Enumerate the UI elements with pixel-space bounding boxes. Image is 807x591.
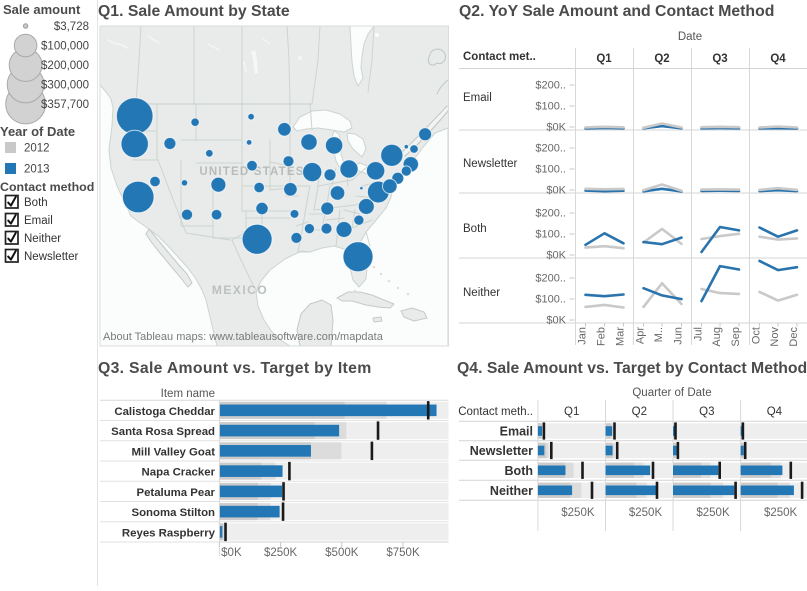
svg-text:Reyes Raspberry: Reyes Raspberry [122, 527, 216, 539]
svg-text:$250K: $250K [561, 507, 595, 519]
svg-text:Newsletter: Newsletter [463, 158, 517, 170]
svg-text:$200..: $200.. [535, 143, 566, 155]
svg-text:About Tableau maps: www.tablea: About Tableau maps: www.tableausoftware.… [103, 331, 384, 343]
svg-text:Q3: Q3 [699, 406, 714, 418]
svg-text:Q4: Q4 [770, 53, 786, 65]
svg-text:Contact meth..: Contact meth.. [458, 406, 533, 418]
svg-text:Q1: Q1 [596, 53, 612, 65]
svg-text:$100,000: $100,000 [41, 41, 89, 53]
svg-text:$0K: $0K [546, 250, 566, 262]
svg-text:Contact method: Contact method [0, 180, 94, 194]
svg-text:MEXICO: MEXICO [212, 283, 268, 297]
svg-text:Neither: Neither [24, 233, 61, 245]
svg-text:Newsletter: Newsletter [24, 251, 78, 263]
svg-text:$300,000: $300,000 [41, 80, 89, 92]
svg-text:$200,000: $200,000 [41, 60, 89, 72]
svg-text:Calistoga Cheddar: Calistoga Cheddar [114, 406, 215, 418]
svg-text:$0K: $0K [546, 122, 566, 134]
svg-text:$0K: $0K [221, 547, 242, 559]
svg-text:Q1: Q1 [564, 406, 579, 418]
svg-text:Sale amount: Sale amount [3, 2, 81, 17]
svg-text:Newsletter: Newsletter [470, 444, 533, 458]
svg-text:Sonoma Stilton: Sonoma Stilton [131, 507, 215, 519]
svg-text:Mar: Mar [615, 327, 627, 346]
svg-text:Q4: Q4 [767, 406, 783, 418]
svg-text:Q1. Sale Amount by State: Q1. Sale Amount by State [98, 3, 290, 20]
svg-text:Both: Both [463, 223, 487, 235]
svg-text:$250K: $250K [696, 507, 730, 519]
svg-text:Email: Email [24, 215, 53, 227]
svg-text:Neither: Neither [463, 287, 500, 299]
svg-text:UNITED STATES: UNITED STATES [199, 166, 304, 178]
svg-text:Jun: Jun [673, 327, 685, 345]
svg-text:$100..: $100.. [535, 164, 566, 176]
svg-text:Q4. Sale Amount vs. Target by: Q4. Sale Amount vs. Target by Contact Me… [457, 360, 807, 377]
svg-text:$0K: $0K [546, 315, 566, 327]
svg-text:$200..: $200.. [535, 80, 566, 92]
svg-text:$100..: $100.. [535, 101, 566, 113]
svg-text:Date: Date [678, 31, 702, 43]
svg-text:$3,728: $3,728 [54, 21, 89, 33]
svg-text:Both: Both [24, 197, 48, 209]
svg-text:M..: M.. [653, 327, 665, 342]
svg-text:$0K: $0K [546, 185, 566, 197]
svg-text:$500K: $500K [325, 547, 359, 559]
svg-text:Napa Cracker: Napa Cracker [142, 467, 216, 479]
svg-text:$750K: $750K [386, 547, 420, 559]
svg-text:Apr: Apr [635, 327, 647, 344]
svg-text:Neither: Neither [490, 484, 533, 498]
svg-text:2013: 2013 [24, 164, 50, 176]
svg-text:Q3: Q3 [712, 53, 727, 65]
svg-text:$100..: $100.. [535, 229, 566, 241]
svg-text:$250K: $250K [629, 507, 663, 519]
svg-text:$200..: $200.. [535, 208, 566, 220]
svg-text:Mill Valley Goat: Mill Valley Goat [131, 446, 215, 458]
svg-text:Jan: Jan [577, 327, 589, 345]
svg-text:Sep: Sep [730, 327, 742, 347]
svg-text:$100..: $100.. [535, 294, 566, 306]
svg-text:Oct: Oct [751, 327, 763, 344]
svg-text:Q2: Q2 [654, 53, 669, 65]
svg-text:Item name: Item name [161, 388, 215, 400]
svg-text:Dec: Dec [788, 327, 800, 347]
svg-text:Q2: Q2 [632, 406, 647, 418]
svg-text:Contact met..: Contact met.. [463, 51, 536, 63]
svg-text:$250K: $250K [764, 507, 798, 519]
svg-text:Quarter of Date: Quarter of Date [632, 387, 711, 399]
svg-text:$357,700: $357,700 [41, 99, 89, 111]
svg-text:Year of Date: Year of Date [0, 124, 75, 139]
svg-text:Jul: Jul [693, 327, 705, 341]
svg-text:Santa Rosa Spread: Santa Rosa Spread [111, 426, 215, 438]
svg-text:$250K: $250K [264, 547, 298, 559]
svg-text:Nov: Nov [769, 327, 781, 347]
svg-text:Petaluma Pear: Petaluma Pear [136, 487, 215, 499]
svg-text:Feb: Feb [596, 327, 608, 346]
svg-text:Email: Email [500, 425, 533, 439]
svg-text:Aug: Aug [711, 327, 723, 347]
svg-text:2012: 2012 [24, 143, 50, 155]
svg-text:Email: Email [463, 92, 492, 104]
svg-text:Both: Both [505, 464, 533, 478]
svg-text:Q3. Sale Amount vs. Target by: Q3. Sale Amount vs. Target by Item [98, 360, 372, 377]
svg-text:$200..: $200.. [535, 273, 566, 285]
svg-text:Q2. YoY Sale Amount and Contac: Q2. YoY Sale Amount and Contact Method [459, 3, 774, 20]
